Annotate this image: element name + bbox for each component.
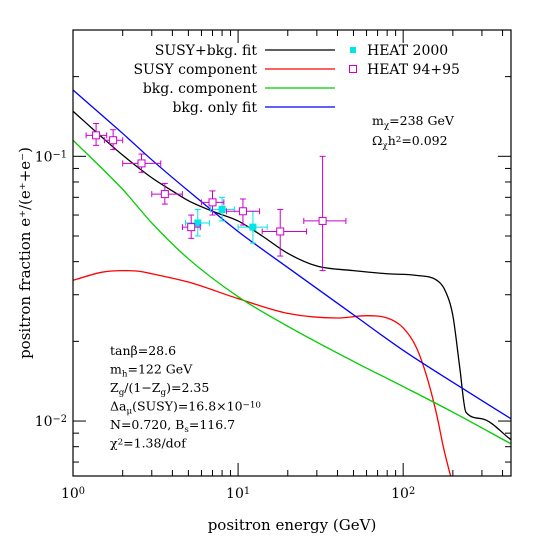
legend-label-bkg-component: bkg. component — [143, 81, 258, 97]
data-point-heat-94-95 — [225, 198, 261, 226]
legend-label-susy-bkg-fit: SUSY+bkg. fit — [155, 43, 258, 59]
series-line-susy-component — [73, 269, 452, 476]
data-point-heat-94-95 — [151, 182, 183, 205]
annotation-damu: Δaμ(SUSY)=16.8×10−10 — [110, 399, 261, 417]
series-line-bkg-only-fit — [73, 89, 511, 420]
annotation-nbs: N=0.720, Bs=116.7 — [110, 417, 235, 435]
annotation-zg: Zg/(1−Zg)=2.35 — [110, 380, 209, 398]
series-line-bkg-component — [73, 139, 511, 445]
y-tick-label: 10−1 — [35, 149, 67, 165]
series-line-susy-bkg-fit — [73, 110, 511, 441]
annotation-tanbeta: tanβ=28.6 — [110, 343, 176, 358]
legend-label-bkg-only-fit: bkg. only fit — [172, 100, 257, 116]
data-point-heat-94-95 — [181, 214, 201, 239]
data-point-heat-2000 — [184, 208, 210, 237]
legend-marker-heat-94-95 — [349, 65, 357, 73]
data-point-heat-94-95 — [303, 155, 347, 272]
legend-marker-heat-2000 — [350, 47, 356, 53]
data-point-heat-94-95 — [261, 208, 308, 257]
x-tick-label: 102 — [391, 486, 415, 502]
data-point-heat-94-95 — [85, 123, 108, 146]
legend: SUSY+bkg. fit SUSY component bkg. componen… — [133, 43, 459, 116]
data-point-heat-94-95 — [122, 153, 162, 173]
data-point-heat-94-95 — [200, 190, 225, 216]
x-tick-label: 100 — [61, 486, 85, 502]
x-tick-label: 101 — [226, 486, 250, 502]
annotation-mh: mh=122 GeV — [110, 362, 193, 380]
data-point-heat-2000 — [209, 196, 235, 222]
data-point-heat-94-95 — [103, 129, 124, 151]
annotation-m-chi: mχ=238 GeV — [372, 113, 455, 131]
y-tick-label: 10−2 — [35, 414, 67, 430]
x-axis-label: positron energy (GeV) — [208, 516, 377, 534]
annotation-chi2: χ2=1.38/dof — [110, 436, 187, 451]
legend-label-susy-component: SUSY component — [133, 62, 257, 78]
data-point-heat-2000 — [237, 210, 268, 244]
legend-label-heat-94-95: HEAT 94+95 — [367, 62, 460, 78]
legend-label-heat-2000: HEAT 2000 — [367, 43, 448, 59]
annotation-omega: Ωχh2=0.092 — [372, 133, 448, 151]
plot-frame — [72, 29, 512, 477]
y-axis-label: positron fraction e⁺/(e⁺+e⁻) — [16, 147, 34, 359]
